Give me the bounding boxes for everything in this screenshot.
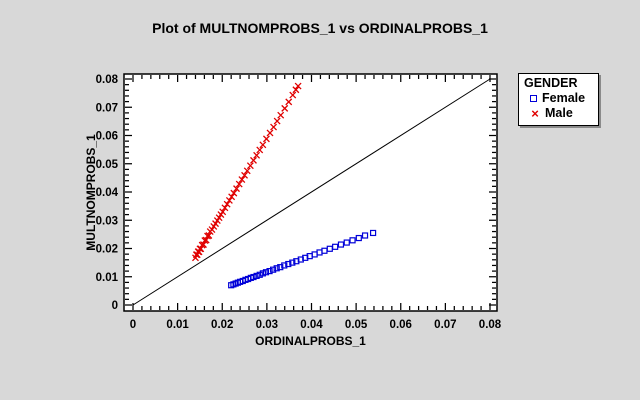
svg-text:0.08: 0.08 bbox=[96, 74, 119, 86]
x-tick-labels: 0 0.01 0.02 0.03 0.04 0.05 0.06 0.07 0.08 bbox=[130, 319, 502, 331]
svg-text:0.06: 0.06 bbox=[390, 319, 412, 331]
legend-title: GENDER bbox=[524, 76, 578, 90]
svg-text:0.04: 0.04 bbox=[300, 319, 323, 331]
axis-ticks bbox=[125, 75, 496, 310]
svg-text:0.03: 0.03 bbox=[256, 319, 278, 331]
svg-text:0.04: 0.04 bbox=[96, 187, 119, 199]
series-female bbox=[228, 229, 377, 289]
series-male bbox=[192, 82, 302, 262]
male-cross-marker-icon: × bbox=[531, 105, 539, 121]
legend-item-label: Male bbox=[545, 106, 573, 120]
svg-text:0.01: 0.01 bbox=[96, 272, 119, 284]
legend-item-male: × Male bbox=[524, 106, 594, 121]
chart-title: Plot of MULTNOMPROBS_1 vs ORDINALPROBS_1 bbox=[152, 20, 488, 36]
reference-line bbox=[132, 78, 491, 306]
x-axis-label: ORDINALPROBS_1 bbox=[255, 334, 366, 348]
legend-item-female: Female bbox=[524, 91, 594, 106]
legend: GENDER Female × Male bbox=[518, 73, 599, 126]
svg-text:0.02: 0.02 bbox=[211, 319, 233, 331]
legend-item-label: Female bbox=[542, 91, 586, 105]
y-axis-label: MULTNOMPROBS_1 bbox=[84, 134, 98, 251]
svg-text:0.08: 0.08 bbox=[479, 319, 502, 331]
svg-text:0.01: 0.01 bbox=[166, 319, 189, 331]
svg-text:0.05: 0.05 bbox=[345, 319, 368, 331]
svg-text:0: 0 bbox=[130, 319, 136, 331]
svg-text:0: 0 bbox=[112, 300, 118, 312]
svg-text:0.07: 0.07 bbox=[96, 102, 118, 114]
svg-text:0.06: 0.06 bbox=[96, 131, 118, 143]
female-square-marker-icon bbox=[530, 95, 537, 102]
svg-text:0.07: 0.07 bbox=[434, 319, 456, 331]
svg-text:0.05: 0.05 bbox=[96, 159, 119, 171]
y-tick-labels: 0 0.01 0.02 0.03 0.04 0.05 0.06 0.07 0.08 bbox=[96, 74, 119, 312]
svg-text:0.03: 0.03 bbox=[96, 215, 118, 227]
svg-text:0.02: 0.02 bbox=[96, 244, 118, 256]
